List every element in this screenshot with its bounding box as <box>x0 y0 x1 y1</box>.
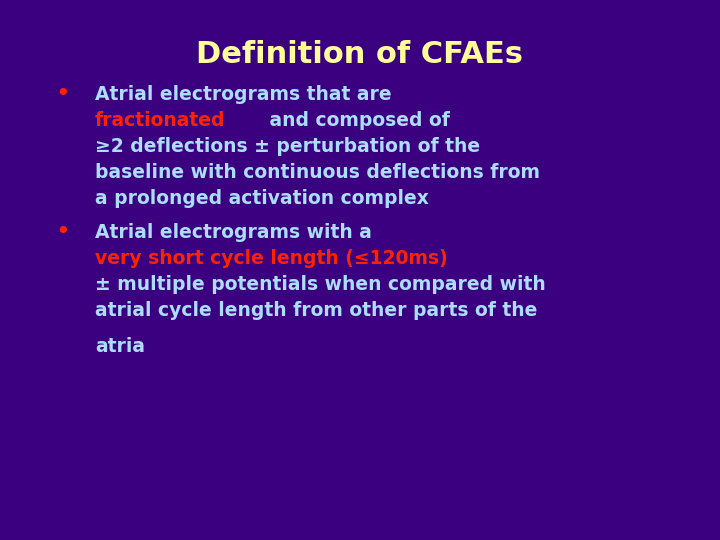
Text: •: • <box>55 220 70 244</box>
Text: Definition of CFAEs: Definition of CFAEs <box>197 40 523 69</box>
Text: baseline with continuous deflections from: baseline with continuous deflections fro… <box>95 163 540 182</box>
Text: a prolonged activation complex: a prolonged activation complex <box>95 189 429 208</box>
Text: Atrial electrograms with a: Atrial electrograms with a <box>95 223 372 242</box>
Text: atrial cycle length from other parts of the: atrial cycle length from other parts of … <box>95 301 537 320</box>
Text: •: • <box>55 82 70 106</box>
Text: ± multiple potentials when compared with: ± multiple potentials when compared with <box>95 275 546 294</box>
Text: ≥2 deflections ± perturbation of the: ≥2 deflections ± perturbation of the <box>95 137 480 156</box>
Text: atria: atria <box>95 337 145 356</box>
Text: fractionated: fractionated <box>95 111 225 130</box>
Text: and composed of: and composed of <box>264 111 450 130</box>
Text: Atrial electrograms that are: Atrial electrograms that are <box>95 85 392 104</box>
Text: very short cycle length (≤120ms): very short cycle length (≤120ms) <box>95 249 448 268</box>
